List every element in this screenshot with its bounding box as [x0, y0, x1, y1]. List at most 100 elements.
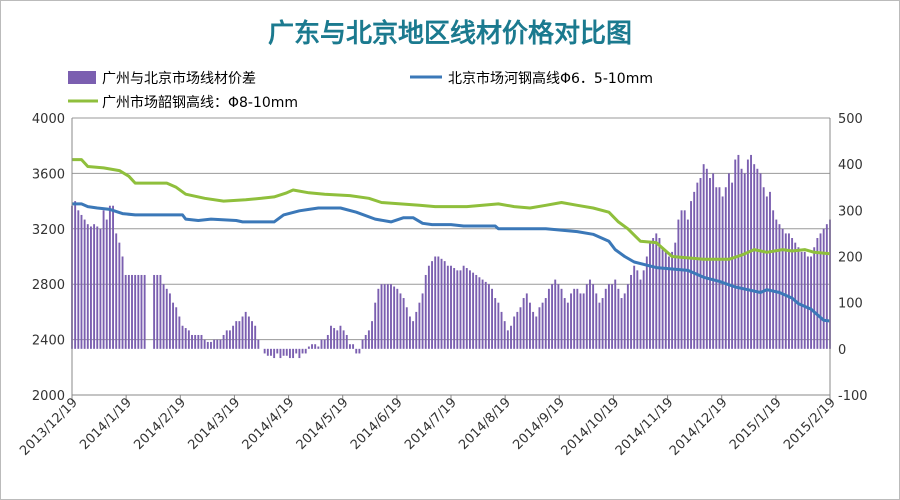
bar-115 — [443, 261, 446, 349]
bar-149 — [551, 284, 554, 349]
bar-186 — [667, 256, 670, 349]
bar-217 — [765, 196, 768, 349]
bar-130 — [491, 288, 493, 349]
bar-184 — [661, 247, 664, 349]
bar-50 — [235, 321, 238, 349]
bar-176 — [636, 270, 639, 349]
bar-127 — [481, 279, 484, 349]
bar-17 — [124, 274, 127, 349]
bar-229 — [803, 251, 806, 349]
bar-167 — [607, 284, 610, 349]
bar-169 — [614, 279, 617, 349]
bar-96 — [383, 284, 386, 349]
bar-102 — [402, 298, 405, 349]
bar-177 — [639, 279, 642, 349]
bar-209 — [740, 168, 743, 349]
bar-59 — [266, 348, 269, 356]
bar-8 — [96, 226, 99, 349]
y-axis-right-labels: -100 0 100 200 300 400 500 — [838, 112, 868, 404]
bar-226 — [794, 242, 797, 349]
bar-165 — [601, 298, 604, 349]
bar-160 — [585, 284, 588, 349]
line-series-0 — [72, 202, 830, 323]
bar-90 — [364, 334, 367, 349]
bar-185 — [664, 251, 667, 349]
bar-67 — [292, 348, 295, 359]
bar-14 — [115, 233, 118, 349]
bar-227 — [797, 247, 800, 349]
bar-91 — [367, 330, 370, 349]
bar-100 — [396, 288, 399, 349]
bar-24 — [153, 274, 156, 349]
bar-197 — [702, 164, 705, 349]
bar-15 — [118, 242, 121, 349]
bar-146 — [541, 302, 544, 349]
bar-193 — [690, 201, 692, 349]
bar-92 — [371, 321, 373, 349]
bar-157 — [576, 288, 579, 349]
bar-64 — [282, 348, 285, 356]
bar-35 — [187, 330, 190, 349]
line-series-1 — [72, 158, 830, 261]
bar-81 — [336, 330, 339, 349]
bar-85 — [348, 344, 351, 349]
bar-216 — [762, 187, 765, 349]
bar-141 — [525, 293, 528, 349]
bar-153 — [563, 298, 566, 349]
bar-52 — [241, 316, 244, 349]
bar-48 — [228, 330, 231, 349]
bar-161 — [589, 279, 591, 349]
bar-94 — [377, 288, 380, 349]
bar-23 — [143, 274, 146, 349]
bar-135 — [506, 330, 509, 349]
bar-41 — [206, 341, 209, 349]
bar-119 — [456, 270, 459, 349]
bar-224 — [787, 233, 790, 349]
bar-79 — [330, 325, 332, 349]
bar-110 — [427, 265, 430, 349]
bar-233 — [816, 238, 819, 349]
bar-106 — [415, 311, 418, 349]
bar-164 — [598, 302, 601, 349]
bar-12 — [108, 205, 111, 349]
bar-11 — [105, 219, 108, 349]
bar-122 — [465, 268, 468, 349]
bar-95 — [380, 284, 383, 349]
bar-215 — [759, 173, 762, 349]
legend-label-bars: 广州与北京市场线材价差 — [102, 70, 256, 87]
bar-199 — [709, 178, 711, 349]
bar-75 — [317, 346, 320, 349]
bar-30 — [172, 302, 175, 349]
bar-86 — [352, 344, 355, 349]
bar-163 — [595, 293, 598, 349]
y-right-tick-label-2: 100 — [838, 297, 863, 312]
bar-29 — [168, 293, 171, 349]
bar-16 — [121, 256, 124, 349]
bar-139 — [519, 307, 522, 349]
bar-25 — [156, 274, 159, 349]
bar-159 — [582, 293, 585, 349]
bar-46 — [222, 334, 225, 349]
legend-swatch-bars — [68, 71, 96, 84]
bar-1 — [74, 201, 77, 349]
bar-103 — [405, 307, 408, 349]
bar-133 — [500, 311, 503, 349]
bar-series-price-spread — [71, 154, 831, 359]
bar-7 — [93, 224, 96, 349]
bar-63 — [279, 348, 282, 359]
bar-3 — [80, 214, 83, 349]
bar-218 — [769, 191, 771, 349]
bar-202 — [718, 187, 721, 349]
bar-55 — [251, 321, 253, 349]
bar-205 — [727, 173, 730, 349]
bar-5 — [86, 224, 89, 349]
bar-126 — [478, 277, 481, 349]
bar-61 — [273, 348, 276, 359]
bar-108 — [421, 293, 424, 349]
bar-117 — [450, 265, 452, 349]
bar-42 — [210, 341, 212, 349]
bar-131 — [494, 298, 497, 349]
bar-77 — [323, 339, 326, 349]
bar-143 — [532, 311, 535, 349]
bar-132 — [497, 302, 500, 349]
